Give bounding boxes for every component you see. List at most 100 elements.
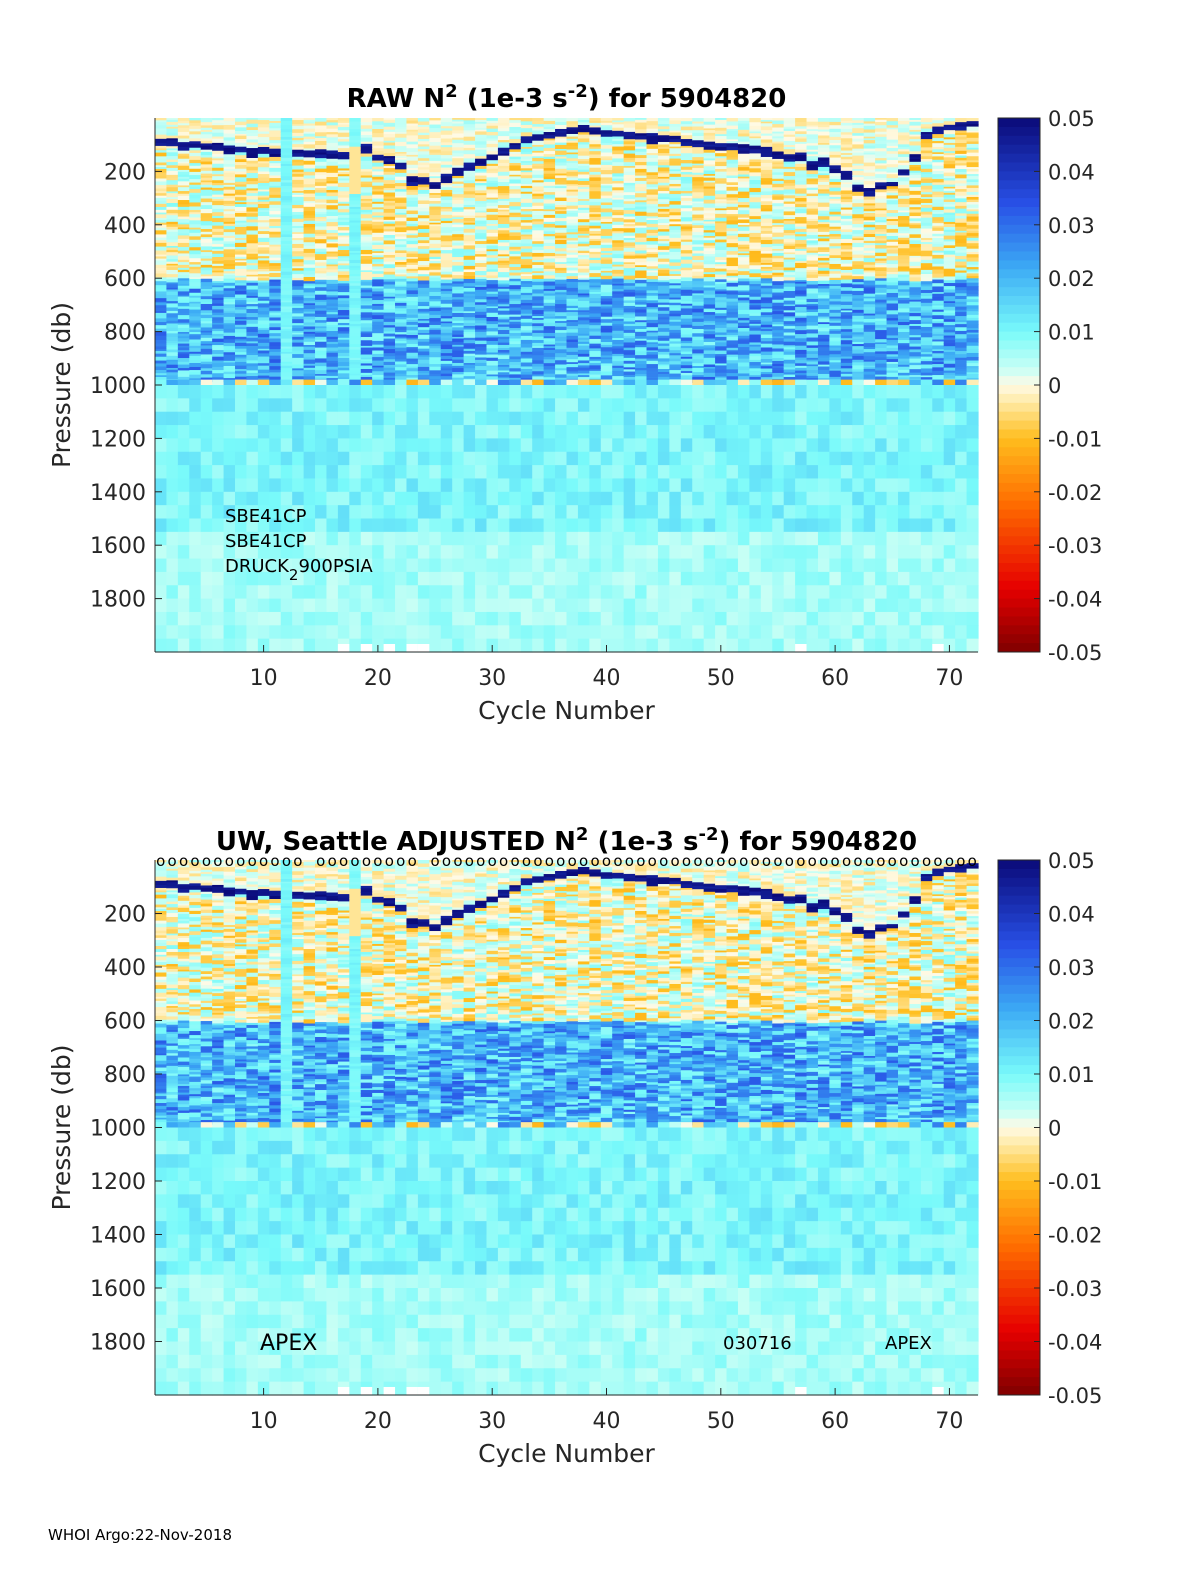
- heatmap-cell: [349, 228, 362, 233]
- heatmap-cell: [177, 345, 190, 349]
- heatmap-cell: [360, 249, 373, 255]
- heatmap-cell: [486, 411, 499, 426]
- heatmap-cell: [303, 369, 316, 375]
- heatmap-cell: [166, 167, 179, 172]
- heatmap-cell: [166, 159, 179, 163]
- heatmap-cell: [429, 145, 442, 151]
- heatmap-cell: [395, 252, 408, 258]
- heatmap-cell: [246, 343, 259, 347]
- heatmap-cell: [577, 165, 590, 171]
- heatmap-cell: [166, 161, 179, 166]
- heatmap-cell: [429, 411, 442, 426]
- heatmap-cell: [177, 206, 190, 211]
- heatmap-cell: [177, 264, 190, 269]
- heatmap-cell: [532, 398, 545, 413]
- heatmap-cell: [509, 206, 522, 211]
- heatmap-cell: [212, 277, 225, 282]
- heatmap-cell: [223, 209, 236, 212]
- heatmap-cell: [269, 244, 282, 248]
- heatmap-cell: [177, 558, 190, 573]
- heatmap-cell: [257, 183, 270, 187]
- heatmap-cell: [280, 296, 293, 299]
- heatmap-cell: [200, 368, 213, 372]
- heatmap-cell: [235, 352, 248, 356]
- heatmap-cell: [612, 258, 625, 263]
- heatmap-cell: [486, 558, 499, 573]
- heatmap-cell: [406, 283, 419, 289]
- heatmap-cell: [623, 228, 636, 234]
- heatmap-cell: [349, 118, 362, 123]
- heatmap-cell: [577, 174, 590, 180]
- heatmap-cell: [303, 379, 316, 385]
- heatmap-cell: [463, 298, 476, 303]
- heatmap-cell: [246, 166, 259, 171]
- heatmap-cell: [155, 203, 168, 208]
- heatmap-cell: [212, 290, 225, 295]
- heatmap-cell: [269, 246, 282, 252]
- heatmap-cell: [395, 290, 408, 295]
- heatmap-cell: [200, 310, 213, 314]
- heatmap-cell: [223, 223, 236, 227]
- heatmap-cell: [212, 180, 225, 184]
- heatmap-cell: [189, 336, 202, 341]
- heatmap-cell: [166, 184, 179, 188]
- heatmap-cell: [360, 171, 373, 177]
- heatmap-cell: [372, 585, 385, 600]
- heatmap-cell: [349, 398, 362, 413]
- heatmap-cell: [166, 126, 179, 130]
- heatmap-cell: [555, 239, 568, 245]
- heatmap-cell: [315, 465, 328, 480]
- heatmap-cell: [315, 290, 328, 296]
- heatmap-cell: [246, 438, 259, 453]
- heatmap-cell: [235, 165, 248, 170]
- heatmap-cell: [372, 350, 385, 355]
- heatmap-cell: [497, 366, 510, 372]
- heatmap-cell: [257, 571, 270, 586]
- heatmap-cell: [349, 491, 362, 506]
- heatmap-cell: [177, 296, 190, 301]
- heatmap-cell: [520, 638, 533, 653]
- heatmap-cell: [155, 159, 168, 164]
- heatmap-cell: [223, 163, 236, 168]
- heatmap-cell: [486, 257, 499, 263]
- heatmap-cell: [360, 398, 373, 413]
- heatmap-cell: [166, 219, 179, 223]
- heatmap-cell: [212, 160, 225, 165]
- heatmap-cell: [532, 210, 545, 216]
- heatmap-cell: [257, 327, 270, 331]
- heatmap-cell: [497, 598, 510, 613]
- heatmap-cell: [212, 283, 225, 287]
- heatmap-cell: [280, 298, 293, 302]
- heatmap-cell: [166, 261, 179, 265]
- heatmap-cell: [589, 136, 602, 141]
- heatmap-cell: [235, 491, 248, 506]
- heatmap-cell: [577, 425, 590, 439]
- heatmap-cell: [555, 398, 568, 413]
- heatmap-cell: [246, 366, 259, 371]
- heatmap-cell: [212, 158, 225, 161]
- heatmap-cell: [292, 491, 305, 506]
- heatmap-cell: [189, 138, 202, 142]
- heatmap-cell: [200, 246, 213, 251]
- heatmap-cell: [269, 425, 282, 439]
- heatmap-cell: [646, 611, 659, 626]
- heatmap-cell: [189, 224, 202, 229]
- heatmap-cell: [577, 465, 590, 480]
- heatmap-cell: [257, 398, 270, 413]
- heatmap-cell: [417, 341, 430, 347]
- heatmap-cell: [212, 228, 225, 233]
- heatmap-cell: [280, 531, 293, 546]
- heatmap-cell: [555, 258, 568, 263]
- heatmap-cell: [360, 275, 373, 281]
- heatmap-cell: [646, 545, 659, 560]
- heatmap-cell: [166, 364, 179, 369]
- heatmap-cell: [417, 334, 430, 340]
- heatmap-cell: [417, 154, 430, 159]
- heatmap-cell: [292, 179, 305, 185]
- heatmap-cell: [212, 373, 225, 378]
- heatmap-cell: [657, 219, 670, 224]
- heatmap-cell: [623, 379, 636, 385]
- heatmap-cell: [292, 319, 305, 324]
- heatmap-cell: [657, 148, 670, 154]
- heatmap-cell: [177, 267, 190, 271]
